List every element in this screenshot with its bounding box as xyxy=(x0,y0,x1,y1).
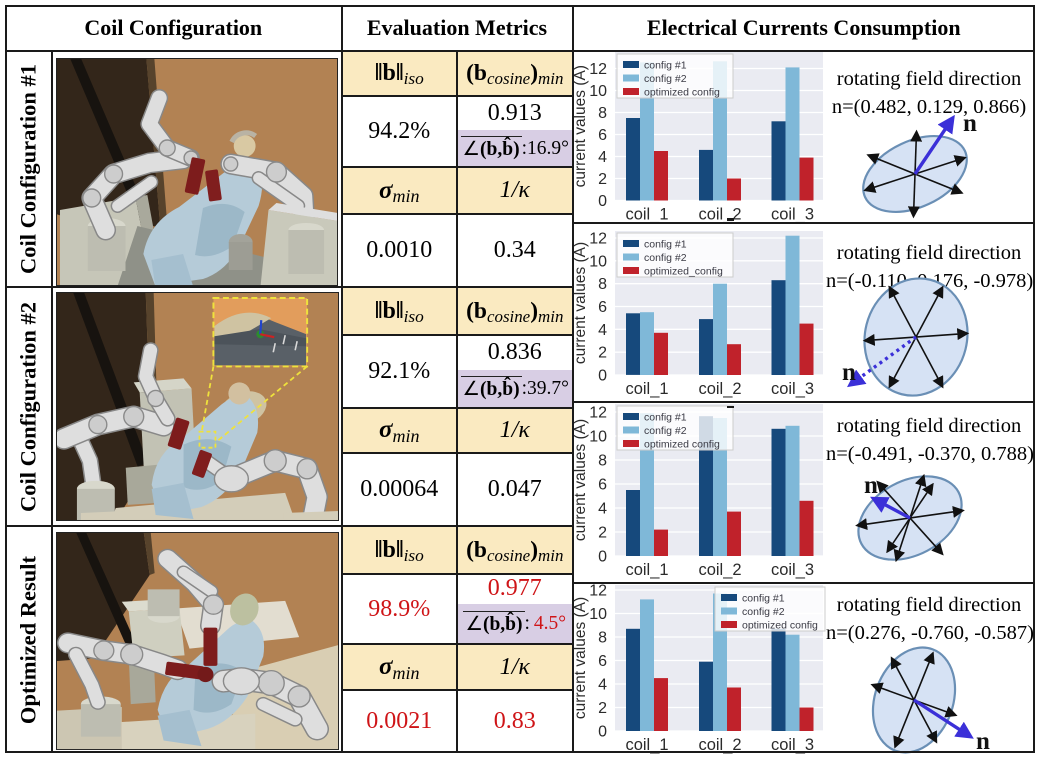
svg-text:0: 0 xyxy=(598,724,607,741)
svg-text:10: 10 xyxy=(589,606,607,623)
svg-text:optimized config: optimized config xyxy=(742,620,818,632)
svg-text:6: 6 xyxy=(598,653,607,670)
svg-text:8: 8 xyxy=(598,105,607,122)
svg-text:config #2: config #2 xyxy=(644,252,687,264)
svg-text:0: 0 xyxy=(598,549,607,566)
svg-text:10: 10 xyxy=(589,429,607,446)
svg-text:config #1: config #1 xyxy=(644,239,687,251)
svg-text:4: 4 xyxy=(598,501,607,518)
svg-text:current values (A): current values (A) xyxy=(574,597,589,719)
svg-text:4: 4 xyxy=(598,677,607,694)
svg-text:0: 0 xyxy=(598,193,607,210)
svg-text:n: n xyxy=(976,728,990,755)
svg-text:6: 6 xyxy=(598,299,607,316)
svg-text:2: 2 xyxy=(598,525,607,542)
svg-text:12: 12 xyxy=(589,583,607,600)
svg-text:coil_2: coil_2 xyxy=(698,736,741,754)
svg-text:4: 4 xyxy=(598,322,607,339)
svg-text:coil_1: coil_1 xyxy=(625,736,668,754)
svg-text:2: 2 xyxy=(598,171,607,188)
svg-text:0: 0 xyxy=(598,368,607,385)
svg-text:config #1: config #1 xyxy=(742,593,785,605)
svg-text:coil_2: coil_2 xyxy=(698,205,741,223)
svg-text:8: 8 xyxy=(598,453,607,470)
svg-text:coil_2: coil_2 xyxy=(698,561,741,579)
svg-text:n: n xyxy=(842,359,856,386)
svg-text:12: 12 xyxy=(589,405,607,422)
svg-text:n: n xyxy=(864,472,878,499)
svg-text:coil_3: coil_3 xyxy=(771,561,814,579)
svg-text:n: n xyxy=(963,110,977,137)
svg-text:coil_1: coil_1 xyxy=(625,561,668,579)
svg-text:config #2: config #2 xyxy=(742,606,785,618)
svg-text:coil_1: coil_1 xyxy=(625,380,668,398)
svg-text:8: 8 xyxy=(598,276,607,293)
svg-text:config #2: config #2 xyxy=(644,425,687,437)
svg-text:current values (A): current values (A) xyxy=(574,242,589,364)
svg-text:optimized config: optimized config xyxy=(644,439,720,451)
svg-text:current values (A): current values (A) xyxy=(574,419,589,541)
svg-text:2: 2 xyxy=(598,700,607,717)
svg-text:6: 6 xyxy=(598,127,607,144)
svg-text:config #2: config #2 xyxy=(644,73,687,85)
svg-text:10: 10 xyxy=(589,253,607,270)
svg-text:coil_3: coil_3 xyxy=(771,736,814,754)
svg-text:current values (A): current values (A) xyxy=(574,65,589,187)
svg-text:optimized_config: optimized_config xyxy=(644,266,723,278)
svg-text:coil_2: coil_2 xyxy=(698,380,741,398)
svg-text:6: 6 xyxy=(598,477,607,494)
svg-text:10: 10 xyxy=(589,83,607,100)
svg-text:coil_3: coil_3 xyxy=(771,380,814,398)
svg-text:8: 8 xyxy=(598,630,607,647)
svg-text:config #1: config #1 xyxy=(644,412,687,424)
svg-text:2: 2 xyxy=(598,345,607,362)
svg-text:config #1: config #1 xyxy=(644,59,687,71)
svg-text:12: 12 xyxy=(589,231,607,248)
svg-text:optimized config: optimized config xyxy=(644,86,720,98)
svg-text:4: 4 xyxy=(598,149,607,166)
svg-text:coil_1: coil_1 xyxy=(625,205,668,223)
svg-text:coil_3: coil_3 xyxy=(771,205,814,223)
svg-text:12: 12 xyxy=(589,61,607,78)
